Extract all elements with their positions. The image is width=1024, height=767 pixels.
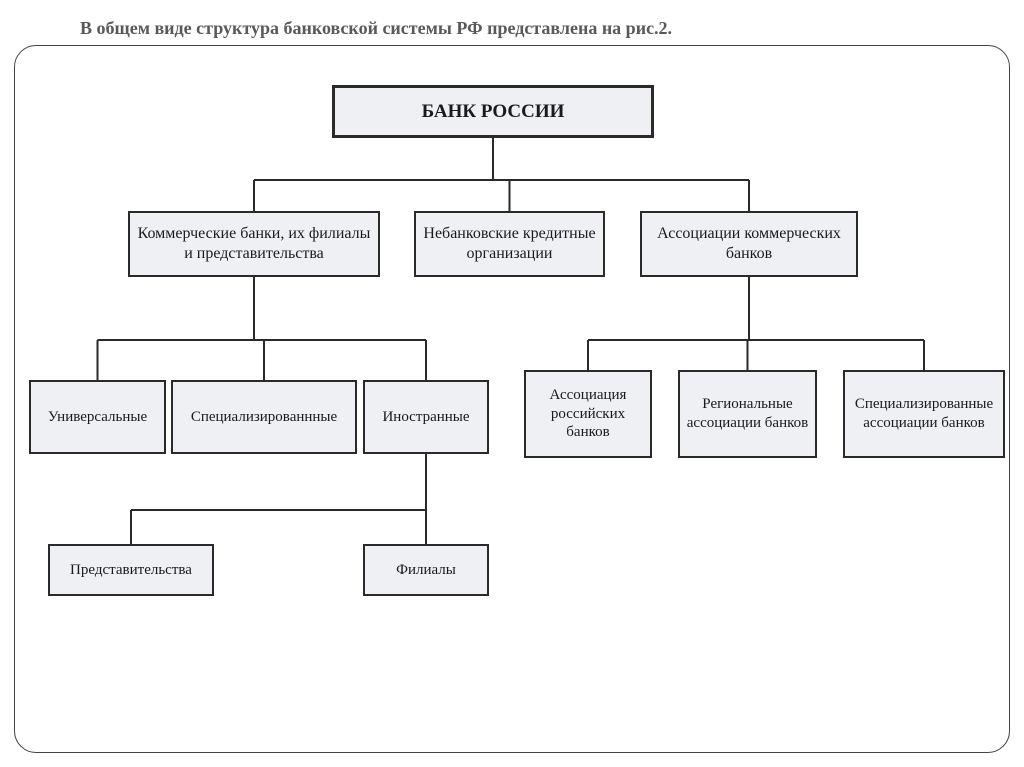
node-label: Региональные ассоциации банков	[686, 395, 809, 433]
node-l3f: Специализированные ассоциации банков	[843, 370, 1005, 458]
node-l3b: Специализированнные	[171, 380, 357, 454]
node-l2a: Коммерческие банки, их филиалы и предста…	[128, 211, 380, 277]
node-l3a: Универсальные	[29, 380, 166, 454]
node-label: Специализированнные	[191, 408, 337, 427]
node-l3c: Иностранные	[363, 380, 489, 454]
node-l2b: Небанковские кредитные организации	[414, 211, 605, 277]
node-l4b: Филиалы	[363, 544, 489, 596]
node-label: Специализированные ассоциации банков	[851, 395, 997, 433]
node-l3d: Ассоциация российских банков	[524, 370, 652, 458]
node-label: БАНК РОССИИ	[422, 100, 565, 124]
node-label: Ассоциации коммерческих банков	[648, 224, 850, 264]
node-l2c: Ассоциации коммерческих банков	[640, 211, 858, 277]
node-label: Коммерческие банки, их филиалы и предста…	[136, 224, 372, 264]
node-label: Представительства	[70, 561, 192, 580]
node-label: Небанковские кредитные организации	[422, 224, 597, 264]
node-label: Универсальные	[48, 408, 147, 427]
node-label: Филиалы	[396, 561, 456, 580]
node-root: БАНК РОССИИ	[332, 85, 654, 138]
node-l3e: Региональные ассоциации банков	[678, 370, 817, 458]
node-l4a: Представительства	[48, 544, 214, 596]
node-label: Иностранные	[382, 408, 469, 427]
node-label: Ассоциация российских банков	[532, 386, 644, 442]
